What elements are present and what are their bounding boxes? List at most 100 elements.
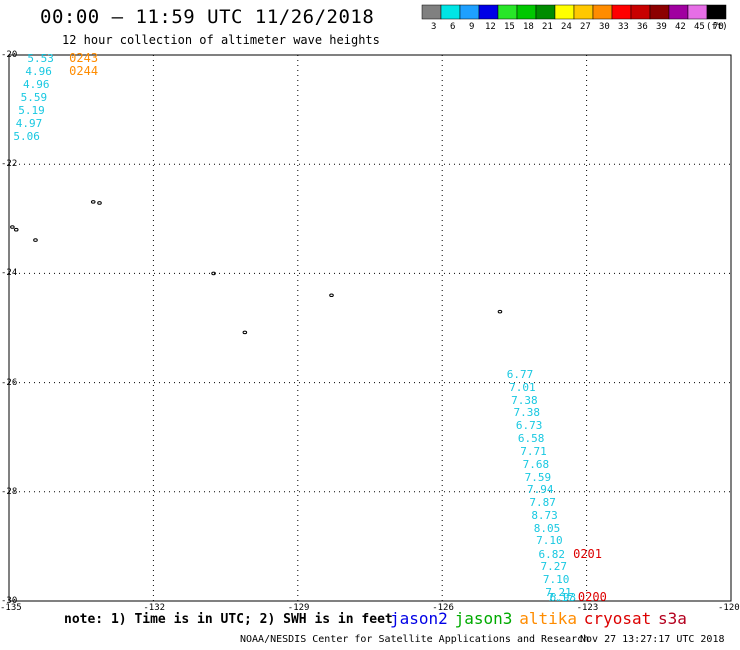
island-outline <box>33 238 38 242</box>
longitude-label: -129 <box>287 603 310 613</box>
swh-value: 6.77 <box>506 367 534 381</box>
color-scale-swatch <box>573 4 594 20</box>
longitude-label: -123 <box>576 603 599 613</box>
satellite-legend-cryosat: cryosat <box>583 609 652 628</box>
color-scale-swatch <box>535 4 556 20</box>
satellite-legend-jason2: jason2 <box>390 609 448 628</box>
swh-value: 6.82 <box>538 547 566 561</box>
islands <box>10 200 503 335</box>
longitude-label: -120 <box>718 603 740 613</box>
color-scale-swatch <box>554 4 575 20</box>
color-scale-label: 15 <box>504 22 515 32</box>
island-outline <box>10 225 15 229</box>
color-scale-swatch <box>630 4 651 20</box>
color-scale-label: 45 <box>694 22 705 32</box>
color-scale-label: 39 <box>656 22 667 32</box>
map-subtitle: 12 hour collection of altimeter wave hei… <box>62 33 380 47</box>
longitude-label: -132 <box>143 603 166 613</box>
swh-value: 6.73 <box>515 419 543 433</box>
map-frame <box>8 54 732 602</box>
latitude-label: -26 <box>1 377 18 388</box>
pass-time-label: 0201 <box>573 546 603 561</box>
color-scale-swatch <box>687 4 708 20</box>
color-scale-swatch <box>516 4 537 20</box>
latitude-label: -20 <box>1 50 18 60</box>
color-scale-swatch <box>497 4 518 20</box>
swh-value: 7.21 <box>545 585 572 599</box>
island-outline <box>97 201 102 205</box>
island-outline <box>13 227 19 232</box>
swh-value: 7.68 <box>522 457 550 471</box>
swh-value: 7.27 <box>540 560 567 574</box>
swh-value: 4.97 <box>15 116 43 130</box>
color-scale-label: 21 <box>542 22 553 32</box>
swh-value: 5.59 <box>20 91 48 105</box>
color-scale-label: 9 <box>469 22 475 32</box>
island-outline <box>329 293 334 298</box>
color-scale-label: 18 <box>523 22 534 32</box>
swh-value: 8.05 <box>533 521 561 535</box>
color-scale-label: 30 <box>599 22 610 32</box>
swh-value: 6.58 <box>517 431 545 445</box>
color-scale-swatch <box>611 4 632 20</box>
satellite-legend-s3a: s3a <box>658 609 687 628</box>
swh-value: 4.96 <box>23 78 50 92</box>
swh-value: 7.87 <box>529 496 556 510</box>
latitude-label: -24 <box>1 268 18 279</box>
color-scale-swatch <box>459 4 480 20</box>
swh-value: 7.10 <box>536 534 563 548</box>
pass-time-label: 0243 <box>69 51 99 66</box>
island-outline <box>90 200 96 204</box>
graticule <box>9 55 731 601</box>
color-scale-swatch <box>440 4 461 20</box>
color-scale-swatch <box>421 4 442 20</box>
swh-value: 5.19 <box>18 103 45 117</box>
footer-note: note: 1) Time is in UTC; 2) SWH is in fe… <box>64 612 393 627</box>
swh-value: 5.53 <box>27 52 54 66</box>
latitude-label: -22 <box>1 159 18 170</box>
longitude-label: -135 <box>0 603 22 613</box>
color-scale-label: 36 <box>637 22 648 32</box>
map-title: 00:00 — 11:59 UTC 11/26/2018 <box>40 6 375 28</box>
swh-value: 7.01 <box>509 380 536 394</box>
color-scale-legend <box>421 4 727 20</box>
swh-value: 7.17 <box>547 591 575 604</box>
pass-time-label: 0200 <box>577 590 607 604</box>
pass-time-label: 0244 <box>69 63 99 78</box>
swh-value: 7.59 <box>524 470 552 484</box>
island-outline <box>211 271 216 276</box>
color-scale-swatch <box>668 4 689 20</box>
color-scale-label: 3 <box>431 22 437 32</box>
color-scale-swatch <box>706 4 727 20</box>
color-scale-label: 6 <box>450 22 456 32</box>
swh-value: 7.71 <box>520 444 547 458</box>
color-scale-label: 12 <box>485 22 496 32</box>
generation-timestamp: Nov 27 13:27:17 UTC 2018 <box>580 634 725 645</box>
longitude-label: -126 <box>432 603 454 613</box>
color-scale-label: 42 <box>675 22 686 32</box>
latitude-label: -30 <box>1 596 18 606</box>
credit-line: NOAA/NESDIS Center for Satellite Applica… <box>240 634 590 645</box>
color-scale-label: 27 <box>580 22 591 32</box>
satellite-legend-altika: altika <box>519 609 577 628</box>
latitude-label: -28 <box>1 486 18 497</box>
swh-value: 5.06 <box>13 129 40 143</box>
scale-units: (ft) <box>706 22 728 32</box>
color-scale-label: 33 <box>618 22 629 32</box>
satellite-legend-jason3: jason3 <box>454 609 513 628</box>
swh-value: 8.73 <box>531 508 558 522</box>
color-scale-swatch <box>592 4 613 20</box>
island-outline <box>497 309 503 314</box>
island-outline <box>242 330 248 335</box>
swh-value: 7.38 <box>513 406 541 420</box>
color-scale-swatch <box>478 4 499 20</box>
swh-value: 4.96 <box>25 64 52 78</box>
swh-value: 6.93 <box>549 591 577 604</box>
swh-value: 7.38 <box>511 393 538 407</box>
color-scale-label: 70 <box>713 22 724 32</box>
color-scale-label: 24 <box>561 22 572 32</box>
swh-value: 7.94 <box>526 483 554 497</box>
swh-value: 7.10 <box>542 573 570 587</box>
color-scale-swatch <box>649 4 670 20</box>
